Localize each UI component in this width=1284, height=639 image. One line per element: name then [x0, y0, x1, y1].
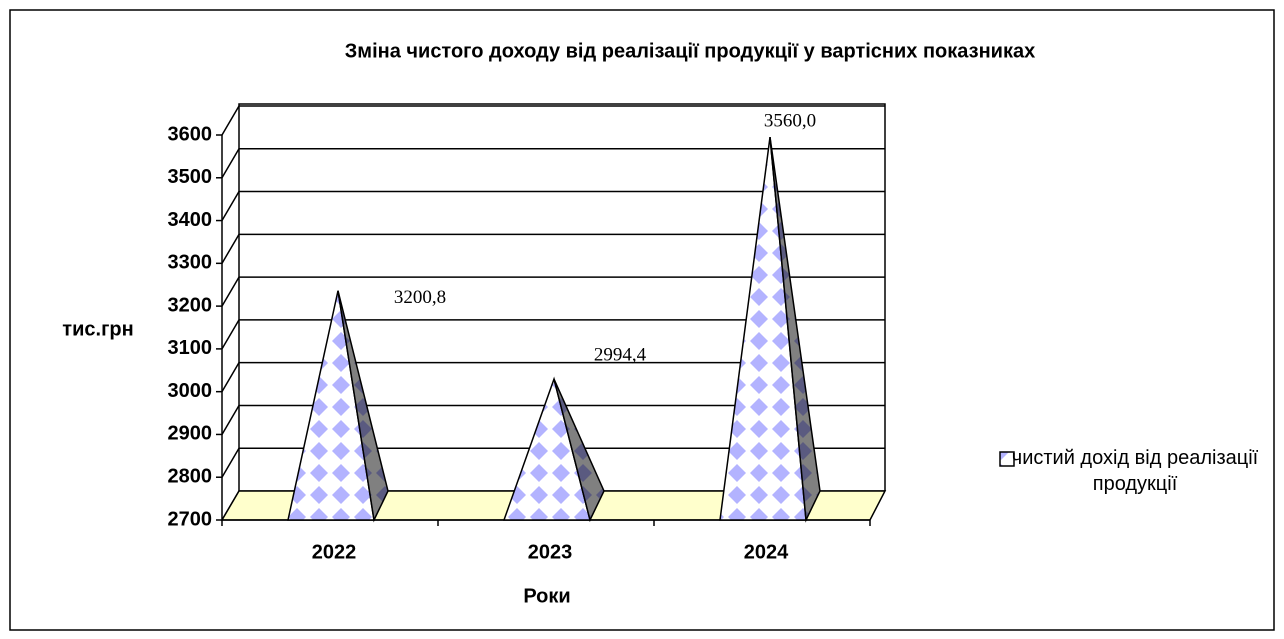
grid-line-side: [221, 405, 240, 435]
y-tick-label: 3400: [168, 209, 213, 231]
y-tick-label: 3100: [168, 337, 213, 359]
grid-line-side: [221, 191, 240, 221]
grid-line-side: [221, 148, 240, 179]
grid-line-side: [221, 233, 240, 264]
data-label: 3560,0: [764, 110, 816, 131]
legend-label: чистий дохід від реалізації продукції: [1011, 447, 1259, 495]
x-axis-title: Роки: [523, 585, 570, 607]
y-tick-label: 2800: [168, 466, 213, 488]
grid-line-side: [221, 105, 240, 136]
y-tick-label: 3300: [168, 252, 213, 274]
grid-line-side: [221, 276, 240, 307]
pyramid-side: [337, 290, 389, 523]
y-axis-title: тис.грн: [62, 318, 133, 340]
y-tick-label: 3000: [168, 380, 213, 402]
y-tick-label: 3500: [168, 166, 213, 188]
data-label: 2994,4: [594, 344, 647, 365]
pyramid-side: [553, 378, 605, 523]
data-label: 3200,8: [394, 287, 446, 308]
plot: 2700 2800 2900 3000 3100 3200 3300 3400 3500 3600…: [168, 103, 1015, 563]
legend-swatch: [999, 451, 1015, 467]
back-wall: [238, 103, 886, 491]
x-tick-label: 2023: [528, 541, 573, 563]
grid-line-side: [221, 447, 240, 478]
grid-line-side: [221, 362, 240, 393]
pyramid-side: [769, 137, 821, 523]
grid-line-side: [221, 319, 240, 350]
y-tick-label: 3600: [168, 123, 213, 145]
x-tick-label: 2024: [744, 541, 789, 563]
chart-title: Зміна чистого доходу від реалізації прод…: [345, 40, 1035, 62]
x-tick-label: 2022: [312, 541, 357, 563]
y-tick-label: 3200: [168, 294, 213, 316]
y-tick-label: 2700: [168, 508, 213, 530]
y-tick-label: 2900: [168, 423, 213, 445]
